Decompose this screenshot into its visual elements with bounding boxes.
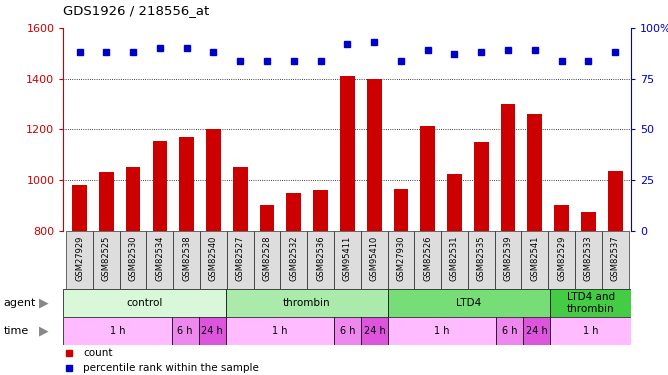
Text: 24 h: 24 h: [363, 326, 385, 336]
Text: GSM27929: GSM27929: [75, 235, 84, 280]
Bar: [495, 231, 522, 289]
Bar: [200, 231, 227, 289]
Text: agent: agent: [3, 298, 35, 308]
Bar: [554, 205, 569, 231]
Text: 6 h: 6 h: [502, 326, 517, 336]
Bar: [522, 231, 548, 289]
Text: GSM82540: GSM82540: [209, 235, 218, 280]
Text: GSM82541: GSM82541: [530, 235, 539, 280]
Text: ▶: ▶: [39, 296, 48, 309]
Bar: [367, 79, 381, 231]
Text: GSM82531: GSM82531: [450, 235, 459, 281]
Text: 6 h: 6 h: [178, 326, 193, 336]
Bar: [334, 231, 361, 289]
Bar: [63, 289, 226, 317]
Bar: [468, 231, 495, 289]
Bar: [523, 317, 550, 345]
Bar: [146, 231, 173, 289]
Bar: [528, 114, 542, 231]
Bar: [281, 231, 307, 289]
Bar: [226, 317, 334, 345]
Text: GSM82530: GSM82530: [129, 235, 138, 281]
Bar: [63, 317, 172, 345]
Bar: [287, 193, 301, 231]
Bar: [550, 289, 631, 317]
Text: GSM95410: GSM95410: [369, 235, 379, 280]
Text: GSM82538: GSM82538: [182, 235, 191, 281]
Text: LTD4 and
thrombin: LTD4 and thrombin: [566, 292, 615, 314]
Bar: [441, 231, 468, 289]
Bar: [126, 167, 140, 231]
Bar: [93, 231, 120, 289]
Bar: [361, 231, 387, 289]
Bar: [602, 231, 629, 289]
Text: GDS1926 / 218556_at: GDS1926 / 218556_at: [63, 4, 210, 17]
Bar: [260, 205, 275, 231]
Text: count: count: [84, 348, 113, 358]
Text: GSM82526: GSM82526: [424, 235, 432, 281]
Text: GSM82528: GSM82528: [263, 235, 271, 281]
Text: 6 h: 6 h: [339, 326, 355, 336]
Bar: [414, 231, 441, 289]
Text: GSM82537: GSM82537: [611, 235, 620, 281]
Text: 1 h: 1 h: [434, 326, 450, 336]
Text: GSM82539: GSM82539: [504, 235, 512, 281]
Bar: [420, 126, 435, 231]
Bar: [550, 317, 631, 345]
Text: time: time: [3, 326, 29, 336]
Bar: [120, 231, 146, 289]
Bar: [99, 172, 114, 231]
Bar: [334, 317, 361, 345]
Text: ▶: ▶: [39, 324, 48, 338]
Text: control: control: [126, 298, 163, 308]
Text: 24 h: 24 h: [201, 326, 223, 336]
Text: GSM82529: GSM82529: [557, 235, 566, 280]
Bar: [388, 289, 550, 317]
Bar: [608, 171, 623, 231]
Bar: [340, 76, 355, 231]
Text: 1 h: 1 h: [110, 326, 126, 336]
Bar: [66, 231, 93, 289]
Text: thrombin: thrombin: [283, 298, 331, 308]
Bar: [227, 231, 254, 289]
Text: GSM82534: GSM82534: [156, 235, 164, 281]
Bar: [152, 141, 167, 231]
Bar: [447, 174, 462, 231]
Bar: [313, 190, 328, 231]
Bar: [173, 231, 200, 289]
Text: GSM82527: GSM82527: [236, 235, 244, 281]
Bar: [72, 185, 87, 231]
Text: GSM82535: GSM82535: [477, 235, 486, 281]
Bar: [393, 189, 408, 231]
Bar: [361, 317, 388, 345]
Bar: [548, 231, 575, 289]
Bar: [307, 231, 334, 289]
Bar: [474, 142, 488, 231]
Bar: [388, 317, 496, 345]
Bar: [575, 231, 602, 289]
Bar: [581, 211, 596, 231]
Text: LTD4: LTD4: [456, 298, 482, 308]
Text: GSM82525: GSM82525: [102, 235, 111, 280]
Text: 24 h: 24 h: [526, 326, 548, 336]
Bar: [172, 317, 198, 345]
Bar: [501, 104, 516, 231]
Text: 1 h: 1 h: [583, 326, 599, 336]
Text: 1 h: 1 h: [272, 326, 287, 336]
Bar: [198, 317, 226, 345]
Bar: [179, 137, 194, 231]
Text: GSM82533: GSM82533: [584, 235, 593, 281]
Text: percentile rank within the sample: percentile rank within the sample: [84, 363, 259, 374]
Bar: [254, 231, 281, 289]
Bar: [496, 317, 523, 345]
Text: GSM27930: GSM27930: [396, 235, 405, 281]
Bar: [387, 231, 414, 289]
Bar: [226, 289, 388, 317]
Text: GSM95411: GSM95411: [343, 235, 352, 280]
Bar: [206, 129, 221, 231]
Text: GSM82532: GSM82532: [289, 235, 299, 281]
Bar: [233, 167, 248, 231]
Text: GSM82536: GSM82536: [316, 235, 325, 281]
